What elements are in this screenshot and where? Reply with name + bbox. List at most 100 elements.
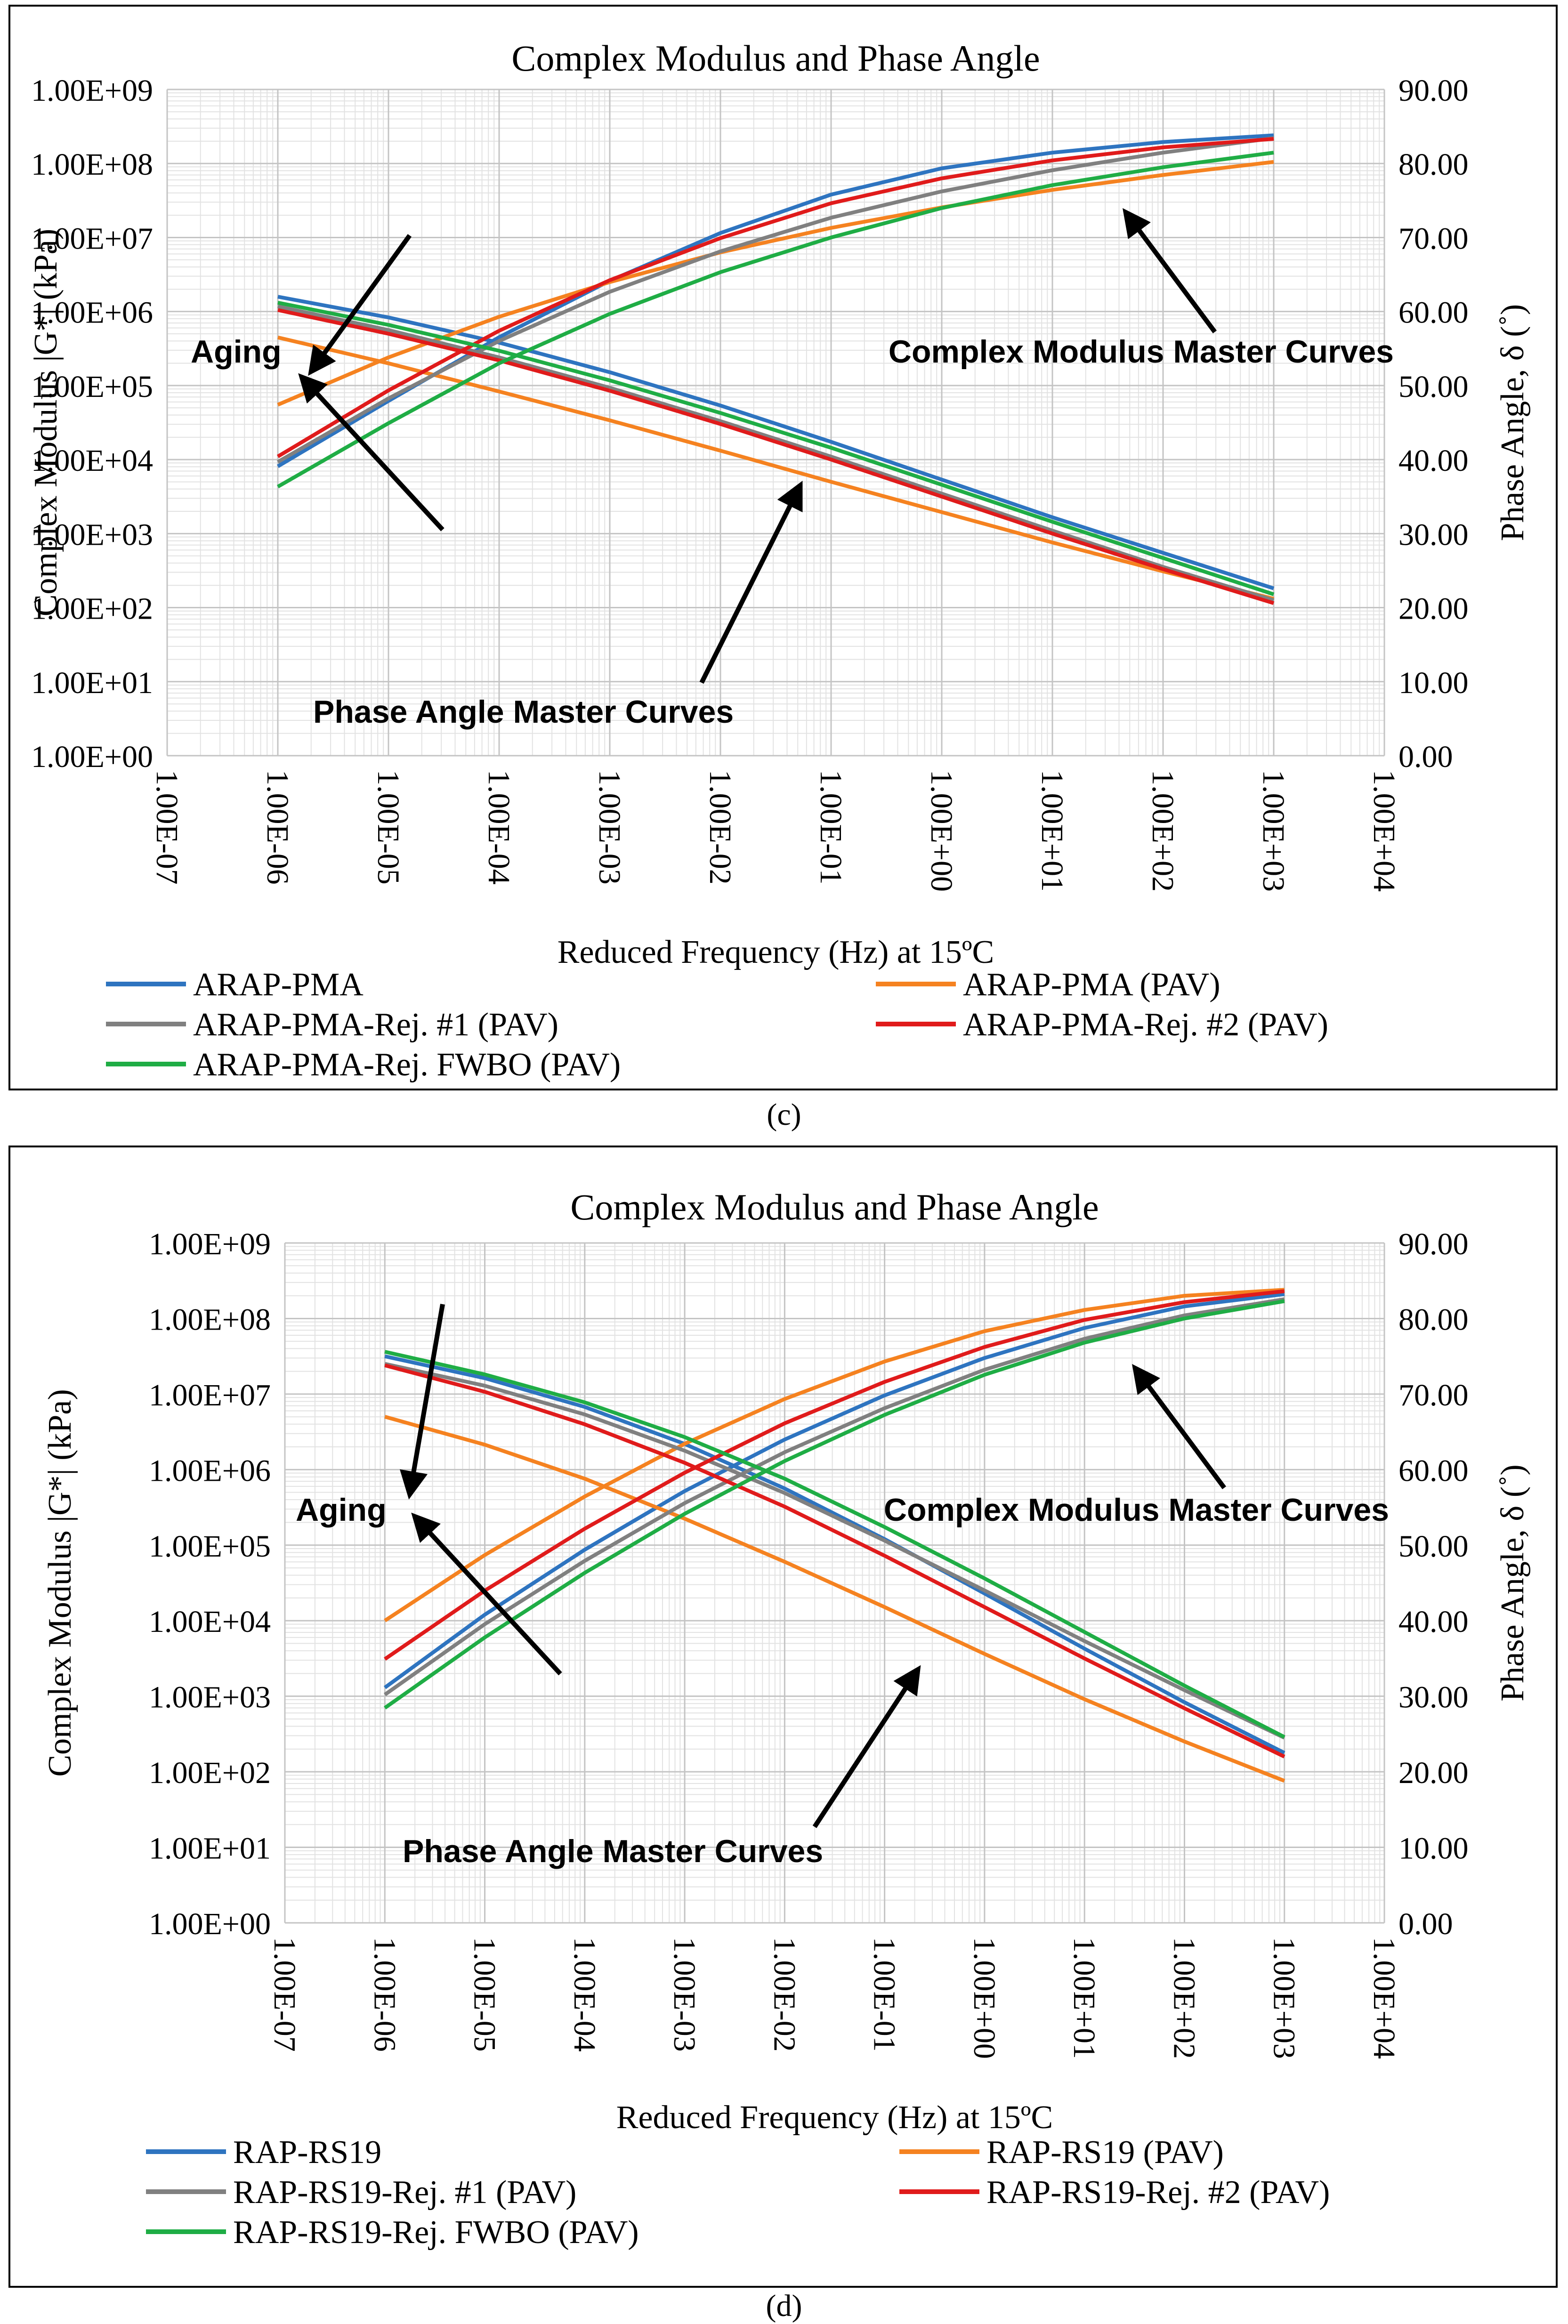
x-tick-label: 1.00E-01 <box>814 770 848 885</box>
x-axis-title: Reduced Frequency (Hz) at 15ºC <box>558 934 994 970</box>
chart-d: Complex Modulus and Phase Angle1.00E+001… <box>42 1186 1531 2251</box>
y-tick-label: 1.00E+06 <box>149 1453 271 1488</box>
x-tick-label: 1.00E+04 <box>1367 770 1401 892</box>
annotation-arrow <box>298 373 445 532</box>
y-tick-label: 1.00E+05 <box>31 370 153 404</box>
legend-label: ARAP-PMA-Rej. #2 (PAV) <box>963 1007 1328 1043</box>
chart-c: Complex Modulus and Phase Angle 1.00E+00 1… <box>28 38 1531 1083</box>
y-tick-label: 1.00E+01 <box>31 666 153 700</box>
y-tick-label: 1.00E+05 <box>149 1529 271 1564</box>
x-tick-label: 1.00E-05 <box>371 770 405 885</box>
y-tick-label: 1.00E+00 <box>149 1907 271 1941</box>
x-tick-label: 1.00E-02 <box>767 1937 801 2052</box>
modulus-curve-series-2 <box>384 1288 1285 1622</box>
legend-label: RAP-RS19 (PAV) <box>986 2134 1224 2171</box>
x-tick-label: 1.00E-04 <box>482 770 516 885</box>
y2-tick-label: 50.00 <box>1398 1529 1469 1564</box>
annotation-label: Complex Modulus Master Curves <box>884 1492 1389 1528</box>
modulus-curve-series-5 <box>277 151 1274 489</box>
panel-d-frame <box>8 1146 1558 2288</box>
legend-label: RAP-RS19 <box>233 2134 381 2171</box>
legend-label: RAP-RS19-Rej. #1 (PAV) <box>233 2174 576 2211</box>
series-lines <box>383 1288 1285 1783</box>
y2-tick-label: 60.00 <box>1398 296 1469 330</box>
modulus-curve-series-1 <box>383 1292 1285 1689</box>
legend-label: ARAP-PMA-Rej. #1 (PAV) <box>193 1007 558 1043</box>
y2-tick-label: 30.00 <box>1398 1680 1469 1715</box>
y2-tick-label: 30.00 <box>1398 517 1469 552</box>
y2-tick-label: 40.00 <box>1398 444 1469 478</box>
x-tick-label: 1.00E-06 <box>367 1937 402 2052</box>
y-tick-label: 1.00E+08 <box>31 147 153 182</box>
x-tick-label: 1.00E-04 <box>567 1937 602 2052</box>
panel-d-caption: (d) <box>766 2289 802 2323</box>
y2-tick-label: 20.00 <box>1398 1756 1469 1790</box>
x-tick-label: 1.00E+03 <box>1267 1937 1301 2059</box>
y-axis-title: Complex Modulus |G*| (kPa) <box>42 1389 78 1776</box>
series-lines <box>276 133 1275 605</box>
annotation-label: Complex Modulus Master Curves <box>889 334 1394 370</box>
modulus-curve-series-4 <box>276 137 1274 459</box>
y-tick-label: 1.00E+06 <box>31 296 153 330</box>
x-tick-label: 1.00E+00 <box>924 770 959 892</box>
legend-label: RAP-RS19-Rej. FWBO (PAV) <box>233 2214 639 2251</box>
x-tick-label: 1.00E-06 <box>260 770 295 885</box>
annotation-label: Aging <box>296 1492 387 1528</box>
x-tick-label: 1.00E-07 <box>150 770 184 885</box>
x-tick-label: 1.00E+01 <box>1067 1937 1101 2059</box>
annotation-arrow <box>399 1304 445 1500</box>
y2-tick-label: 10.00 <box>1398 1832 1469 1866</box>
annotation-arrow <box>1123 208 1217 333</box>
y-tick-label: 1.00E+07 <box>149 1378 271 1412</box>
modulus-curve-series-4 <box>384 1289 1285 1661</box>
legend: ARAP-PMA ARAP-PMA (PAV) ARAP-PMA-Rej. #1 (… <box>106 967 1328 1083</box>
annotation-label: Phase Angle Master Curves <box>313 694 734 730</box>
y-tick-label: 1.00E+09 <box>31 73 153 108</box>
annotation-label: Phase Angle Master Curves <box>403 1833 823 1869</box>
x-axis-title: Reduced Frequency (Hz) at 15ºC <box>616 2099 1053 2136</box>
y2-tick-label: 70.00 <box>1398 221 1469 256</box>
modulus-curve-series-5 <box>383 1299 1285 1710</box>
phase-curve-series-5 <box>384 1350 1285 1739</box>
annotation-arrow <box>812 1665 921 1828</box>
legend-label: ARAP-PMA <box>193 967 364 1003</box>
phase-curve-series-3 <box>277 304 1275 602</box>
y-tick-label: 1.00E+04 <box>31 444 153 478</box>
x-tick-label: 1.00E+01 <box>1035 770 1069 892</box>
phase-curve-series-5 <box>277 300 1275 597</box>
legend-label: RAP-RS19-Rej. #2 (PAV) <box>986 2174 1330 2211</box>
annotation-arrow <box>1132 1364 1227 1489</box>
y-tick-label: 1.00E+04 <box>149 1605 271 1639</box>
phase-curve-series-3 <box>384 1362 1285 1740</box>
y-tick-label: 1.00E+09 <box>149 1227 271 1261</box>
phase-curve-series-1 <box>277 295 1275 590</box>
y-tick-label: 1.00E+02 <box>31 592 153 626</box>
y-tick-label: 1.00E+03 <box>149 1680 271 1715</box>
annotation-arrow <box>699 481 803 684</box>
modulus-curve-series-1 <box>276 133 1274 468</box>
y2-tick-label: 70.00 <box>1398 1378 1469 1412</box>
y2-tick-label: 20.00 <box>1398 592 1469 626</box>
y2-tick-label: 40.00 <box>1398 1605 1469 1639</box>
phase-curve-series-2 <box>384 1415 1285 1783</box>
x-tick-label: 1.00E-07 <box>267 1937 302 2052</box>
x-tick-label: 1.00E+00 <box>967 1937 1002 2059</box>
y2-tick-label: 50.00 <box>1398 370 1469 404</box>
legend: RAP-RS19 RAP-RS19 (PAV) RAP-RS19-Rej. #1 (… <box>146 2134 1330 2251</box>
chart-title: Complex Modulus and Phase Angle <box>511 38 1040 79</box>
legend-label: ARAP-PMA (PAV) <box>963 967 1220 1003</box>
y2-tick-label: 0.00 <box>1398 1907 1453 1941</box>
y2-tick-label: 0.00 <box>1398 740 1453 774</box>
y2-tick-label: 90.00 <box>1398 73 1469 108</box>
y-tick-label: 1.00E+01 <box>149 1832 271 1866</box>
x-tick-label: 1.00E+02 <box>1146 770 1180 892</box>
x-tick-label: 1.00E-02 <box>703 770 737 885</box>
x-tick-label: 1.00E-03 <box>667 1937 702 2052</box>
modulus-curve-series-3 <box>383 1297 1285 1696</box>
phase-curve-series-4 <box>384 1364 1285 1759</box>
y2-tick-label: 60.00 <box>1398 1453 1469 1488</box>
phase-curve-series-2 <box>277 335 1274 601</box>
x-tick-label: 1.00E-03 <box>592 770 627 885</box>
y-tick-label: 1.00E+08 <box>149 1302 271 1337</box>
